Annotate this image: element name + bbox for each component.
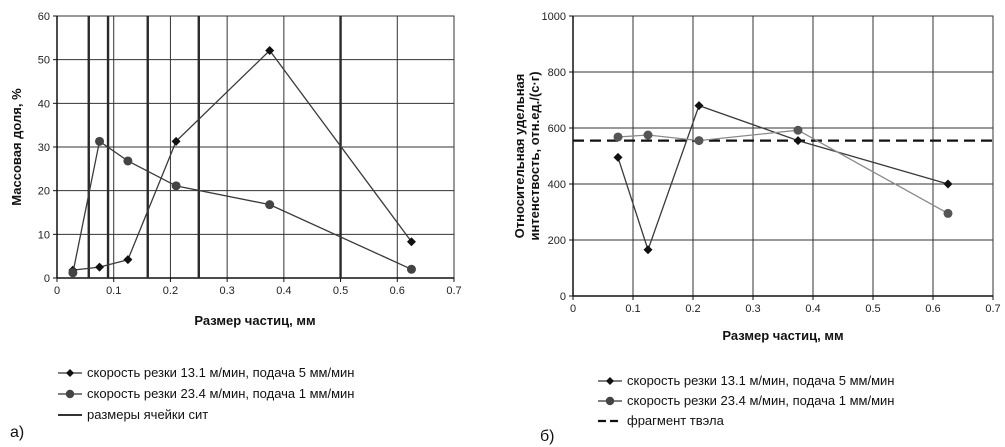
chart2-series1-point	[613, 152, 623, 162]
chart1-legend-marker	[66, 369, 74, 377]
chart2-legend-label: скорость резки 13.1 м/мин, подача 5 мм/м…	[627, 373, 894, 388]
chart1-series1-point	[265, 45, 275, 55]
chart1-x-tick-label: 0.1	[106, 285, 121, 297]
chart2-x-tick-label: 0.3	[745, 303, 760, 315]
chart1-y-tick-label: 10	[38, 229, 50, 241]
chart2-panel-label: б)	[540, 428, 555, 445]
chart2-y-axis-label-line: Относительная удельная	[512, 74, 527, 239]
chart1-y-tick-label: 60	[38, 11, 50, 23]
chart2-y-tick-label: 400	[548, 179, 566, 191]
chart1-series2-point	[123, 156, 133, 166]
chart2-legend-label: скорость резки 23.4 м/мин, подача 1 мм/м…	[627, 393, 894, 408]
chart1-x-tick-label: 0	[54, 285, 60, 297]
chart1-y-axis-label: Массовая доля, %	[9, 88, 24, 206]
chart2-plot-frame	[572, 15, 994, 297]
chart1-legend-label: скорость резки 13.1 м/мин, подача 5 мм/м…	[87, 365, 354, 380]
chart2-series2-point	[793, 125, 803, 135]
chart2-series2-point	[613, 132, 623, 142]
chart2-series1-point	[793, 136, 803, 146]
chart2-y-tick-label: 800	[548, 67, 566, 79]
chart2-series2-point	[694, 136, 704, 146]
chart2-series1-point	[943, 179, 953, 189]
chart2-y-tick-label: 0	[560, 291, 566, 303]
chart1-legend-label: скорость резки 23.4 м/мин, подача 1 мм/м…	[87, 386, 354, 401]
chart1-y-tick-label: 40	[38, 98, 50, 110]
chart1-legend-marker	[65, 389, 75, 399]
chart2-series2-point	[643, 130, 653, 140]
chart2-legend-marker	[606, 377, 614, 385]
chart1-series2-point	[171, 181, 181, 191]
chart2-x-axis-label: Размер частиц, мм	[722, 328, 843, 343]
chart1-legend-label: размеры ячейки сит	[87, 407, 208, 422]
chart2-y-tick-label: 1000	[542, 11, 566, 23]
chart1-x-tick-label: 0.2	[163, 285, 178, 297]
chart1-series1-line	[72, 49, 413, 271]
chart2-x-tick-label: 0.4	[805, 303, 820, 315]
chart2-x-tick-label: 0.6	[925, 303, 940, 315]
chart2-series1-point	[694, 101, 704, 111]
chart1-y-tick-label: 30	[38, 142, 50, 154]
chart1-series1-point	[406, 237, 416, 247]
chart2-y-tick-label: 600	[548, 123, 566, 135]
chart2-x-tick-label: 0.5	[865, 303, 880, 315]
chart2-series2-point	[943, 208, 953, 218]
chart1-series2-point	[68, 268, 78, 278]
chart1-y-tick-label: 50	[38, 55, 50, 67]
chart2-legend-label: фрагмент твэла	[627, 413, 725, 428]
chart1-series2-point	[95, 136, 105, 146]
chart2-series1-line	[617, 104, 949, 252]
chart2-series2-line	[617, 129, 949, 214]
chart2-x-tick-label: 0	[570, 303, 576, 315]
chart1-x-axis-label: Размер частиц, мм	[194, 313, 315, 328]
chart1-series1-point	[95, 262, 105, 272]
chart1-x-tick-label: 0.4	[276, 285, 291, 297]
chart1-x-tick-label: 0.7	[446, 285, 461, 297]
chart2-x-tick-label: 0.2	[685, 303, 700, 315]
chart1-series1-point	[123, 255, 133, 265]
chart1-y-tick-label: 20	[38, 186, 50, 198]
chart2-x-tick-label: 0.1	[625, 303, 640, 315]
chart1-series2-line	[72, 140, 412, 273]
chart2-y-axis-label-line: интенствость, отн.ед./(с·г)	[527, 71, 542, 240]
chart1-series2-point	[406, 264, 416, 274]
chart1-series2-point	[265, 200, 275, 210]
chart1-series1-point	[171, 136, 181, 146]
chart1-panel-label: а)	[10, 424, 24, 441]
chart1-y-tick-label: 0	[44, 273, 50, 285]
chart2-x-tick-label: 0.7	[985, 303, 1000, 315]
chart1-x-tick-label: 0.3	[219, 285, 234, 297]
chart2-series1-point	[643, 245, 653, 255]
chart1-x-tick-label: 0.6	[390, 285, 405, 297]
chart2-legend-marker	[605, 396, 615, 406]
chart1-x-tick-label: 0.5	[333, 285, 348, 297]
chart2-y-tick-label: 200	[548, 235, 566, 247]
